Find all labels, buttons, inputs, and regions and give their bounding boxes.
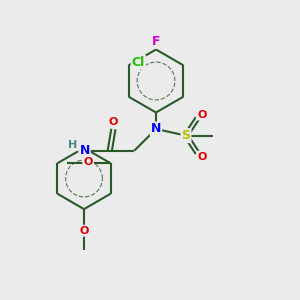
Text: N: N bbox=[151, 122, 161, 136]
Text: O: O bbox=[197, 110, 207, 120]
Text: O: O bbox=[109, 117, 118, 128]
Text: F: F bbox=[152, 34, 160, 48]
Text: N: N bbox=[80, 144, 90, 157]
Text: O: O bbox=[83, 157, 93, 167]
Text: H: H bbox=[68, 140, 77, 150]
Text: O: O bbox=[197, 152, 207, 162]
Text: O: O bbox=[79, 226, 89, 236]
Text: S: S bbox=[182, 129, 190, 142]
Text: Cl: Cl bbox=[132, 56, 145, 69]
